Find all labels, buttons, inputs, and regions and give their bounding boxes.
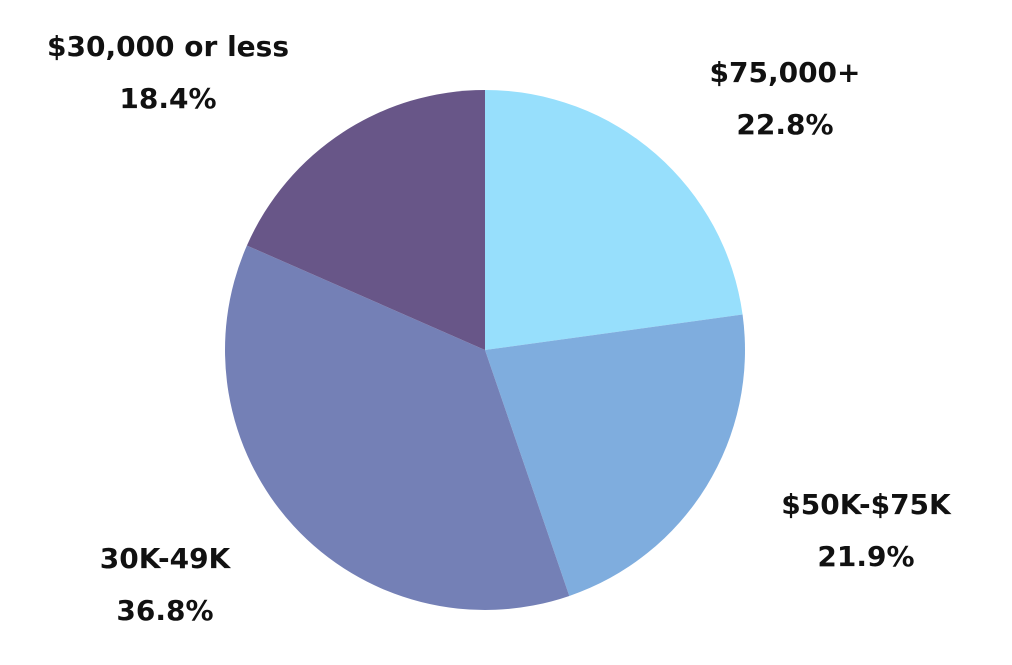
pie-slices (225, 90, 745, 610)
pie-labels: $75,000+ 22.8% $50K-$75K 21.9% 30K-49K 3… (47, 30, 952, 627)
slice-value-30k-49k: 36.8% (116, 594, 213, 627)
slice-50k-75k (485, 314, 745, 596)
slice-30000-or-less (246, 90, 485, 350)
slice-value-50k-75k: 21.9% (817, 540, 914, 573)
slice-75000-plus (485, 90, 743, 350)
slice-label-75000-plus: $75,000+ (710, 56, 861, 89)
slice-label-30000-or-less: $30,000 or less (47, 30, 289, 63)
slice-label-30k-49k: 30K-49K (100, 542, 232, 575)
slice-30k-49k (225, 245, 570, 610)
slice-label-50k-75k: $50K-$75K (781, 488, 952, 521)
slice-value-30000-or-less: 18.4% (119, 82, 216, 115)
slice-value-75000-plus: 22.8% (736, 108, 833, 141)
